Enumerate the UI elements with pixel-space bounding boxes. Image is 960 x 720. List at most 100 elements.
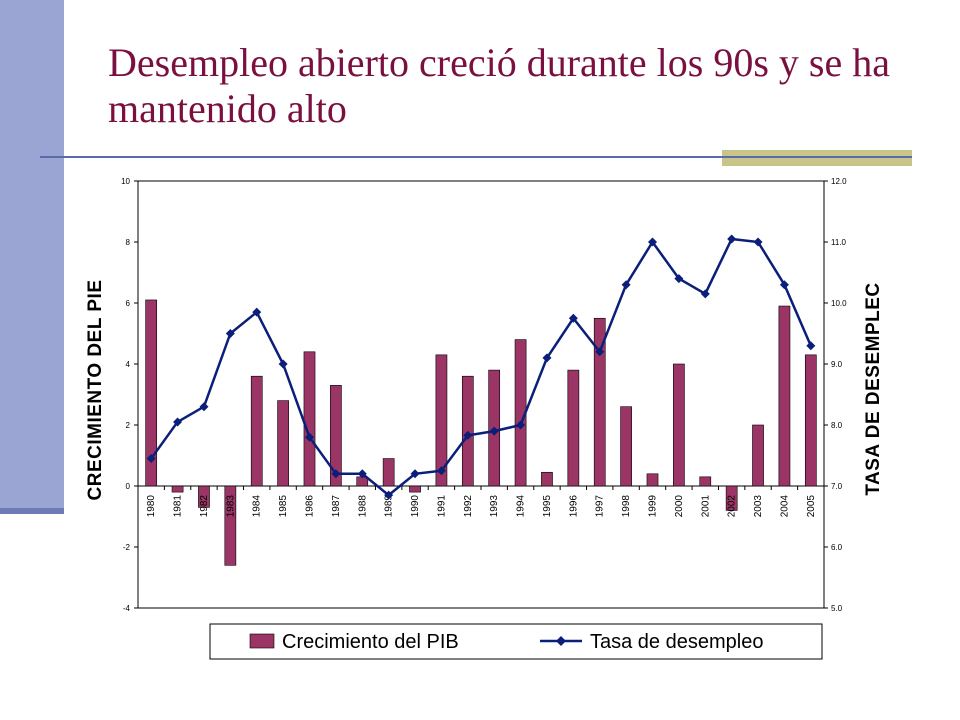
bar-crecimiento-pib [330, 385, 342, 487]
bar-crecimiento-pib [804, 354, 817, 487]
point-tasa-desempleo [252, 307, 262, 317]
right-axis-tick-label: 5.0 [831, 604, 843, 613]
x-axis-tick-label: 1985 [278, 495, 289, 518]
x-axis-tick-label: 1992 [463, 495, 474, 518]
point-tasa-desempleo [568, 313, 578, 323]
x-axis-tick-label: 1998 [621, 495, 632, 518]
point-tasa-desempleo [806, 341, 816, 351]
bar-crecimiento-pib [303, 351, 316, 487]
left-axis-tick-label: 0 [126, 482, 131, 491]
point-tasa-desempleo [674, 274, 684, 284]
x-axis-tick-label: 1989 [384, 495, 395, 518]
bar-crecimiento-pib [277, 400, 289, 487]
right-axis-tick-label: 12.0 [831, 177, 847, 186]
x-axis-tick-label: 1980 [146, 495, 157, 518]
left-axis-tick-label: -4 [123, 604, 131, 613]
bar-crecimiento-pib [752, 424, 764, 487]
point-tasa-desempleo [700, 289, 710, 299]
right-axis-title: TASA DE DESEMPLEC [863, 282, 884, 495]
point-tasa-desempleo [779, 280, 789, 290]
bar-crecimiento-pib [725, 485, 738, 511]
point-tasa-desempleo [305, 432, 314, 442]
legend: Crecimiento del PIB Tasa de desempleo [209, 623, 823, 660]
legend-label-crecimiento: Crecimiento del PIB [282, 631, 459, 653]
title-rule [40, 156, 912, 158]
bar-crecimiento-pib [541, 471, 553, 487]
left-axis-tick-label: 10 [121, 177, 130, 186]
point-tasa-desempleo [357, 469, 367, 479]
x-axis-tick-label: 2005 [806, 495, 817, 518]
point-tasa-desempleo [727, 234, 737, 244]
right-axis-tick-label: 8.0 [831, 421, 843, 430]
point-tasa-desempleo [146, 454, 156, 464]
side-decoration-shadow [0, 508, 64, 514]
line-tasa-desempleo [150, 237, 812, 497]
bar-crecimiento-pib [620, 406, 632, 487]
right-axis-tick-label: 7.0 [831, 482, 843, 491]
point-tasa-desempleo [384, 490, 394, 500]
left-axis-tick-label: 6 [126, 299, 131, 308]
slide-title: Desempleo abierto creció durante los 90s… [108, 40, 890, 131]
left-axis-tick-label: 2 [126, 421, 131, 430]
legend-box [209, 623, 823, 660]
x-axis-tick-label: 1993 [489, 495, 500, 518]
point-tasa-desempleo [648, 237, 657, 247]
point-tasa-desempleo [436, 466, 446, 476]
x-axis-tick-label: 2004 [779, 495, 790, 518]
point-tasa-desempleo [516, 420, 526, 430]
x-axis-tick-label: 1986 [305, 495, 316, 518]
bar-crecimiento-pib [250, 375, 263, 487]
legend-label-desempleo: Tasa de desempleo [590, 631, 763, 653]
x-axis-tick-label: 2001 [700, 495, 711, 518]
side-decoration-bar [0, 0, 64, 512]
bar-crecimiento-pib [198, 485, 210, 508]
point-tasa-desempleo [173, 417, 183, 427]
point-tasa-desempleo [753, 237, 763, 247]
x-axis-tick-label: 1990 [410, 495, 421, 518]
left-axis-tick-label: -2 [123, 543, 131, 552]
left-axis-tick-label: 4 [126, 360, 131, 369]
left-axis-tick-label: 8 [126, 238, 131, 247]
x-axis-tick-label: 1999 [648, 495, 659, 518]
point-tasa-desempleo [199, 402, 209, 412]
x-axis-tick-label: 1982 [199, 495, 210, 518]
right-axis-tick-label: 9.0 [831, 360, 843, 369]
bar-crecimiento-pib [593, 317, 606, 487]
point-tasa-desempleo [278, 359, 288, 369]
x-axis-tick-label: 1997 [595, 495, 606, 518]
right-axis-tick-label: 11.0 [831, 238, 847, 247]
x-axis-tick-label: 1983 [225, 495, 236, 518]
x-axis-tick-label: 1988 [357, 495, 368, 518]
bar-crecimiento-pib [171, 485, 184, 493]
x-axis-tick-label: 1991 [436, 495, 447, 518]
bar-crecimiento-pib [224, 485, 237, 566]
point-tasa-desempleo [463, 430, 473, 440]
legend-line-marker [556, 636, 566, 646]
bar-crecimiento-pib [382, 458, 395, 487]
bar-crecimiento-pib [646, 473, 659, 487]
x-axis-tick-label: 1987 [331, 495, 342, 518]
bar-crecimiento-pib [699, 476, 712, 487]
legend-bar-swatch [249, 633, 275, 649]
point-tasa-desempleo [621, 280, 631, 290]
bar-crecimiento-pib [409, 485, 421, 493]
bar-crecimiento-pib [567, 369, 580, 487]
plot-frame [137, 180, 825, 609]
bar-crecimiento-pib [145, 299, 158, 487]
point-tasa-desempleo [410, 469, 420, 479]
point-tasa-desempleo [331, 469, 341, 479]
bar-crecimiento-pib [778, 305, 791, 487]
right-axis-tick-label: 10.0 [831, 299, 847, 308]
x-axis-tick-label: 1981 [173, 495, 184, 518]
point-tasa-desempleo [225, 329, 235, 338]
point-tasa-desempleo [489, 426, 499, 436]
point-tasa-desempleo [595, 347, 605, 357]
x-axis-tick-label: 2002 [727, 495, 738, 518]
right-axis-tick-label: 6.0 [831, 543, 843, 552]
bar-crecimiento-pib [435, 354, 448, 487]
title-rule-accent [722, 150, 912, 166]
x-axis-tick-label: 1996 [568, 495, 579, 518]
x-axis-tick-label: 1995 [542, 495, 553, 518]
x-axis-tick-label: 2000 [674, 495, 685, 518]
